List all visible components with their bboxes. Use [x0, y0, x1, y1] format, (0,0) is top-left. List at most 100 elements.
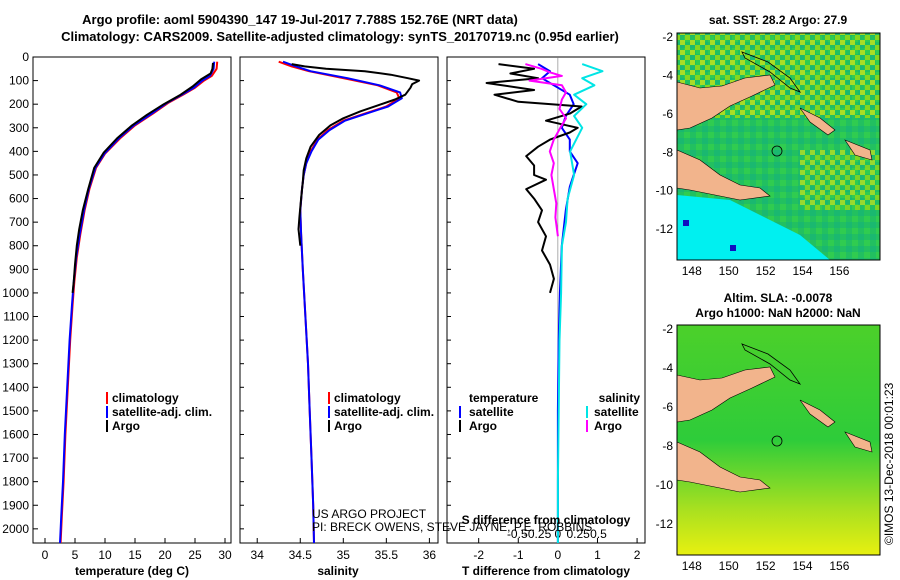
depth-tick-label: 2000 — [2, 522, 29, 536]
temperature-xlabel: temperature (deg C) — [75, 564, 189, 578]
map-y-tick-label: -8 — [662, 439, 673, 453]
legend-climatology-label: climatology — [334, 391, 401, 405]
credit-pi: PI: BRECK OWENS, STEVE JAYNE, P.E. ROBBI… — [312, 520, 592, 534]
x-tick-label: 5 — [72, 548, 79, 562]
map-y-tick-label: -12 — [656, 222, 674, 236]
x-tick-label: 25 — [188, 548, 202, 562]
map-y-tick-label: -6 — [662, 400, 673, 414]
series-satellite-adj-clim- — [59, 61, 216, 543]
map-x-tick-label: 152 — [756, 264, 776, 278]
x-tick-label: 35 — [337, 548, 351, 562]
s-diff-tick-label: 0.5 — [590, 527, 607, 541]
map-y-tick-label: -10 — [656, 184, 674, 198]
title-line-2: Climatology: CARS2009. Satellite-adjuste… — [61, 29, 619, 44]
sla-map — [676, 324, 881, 556]
x-tick-label: 36 — [423, 548, 437, 562]
sst-map-title: sat. SST: 28.2 Argo: 27.9 — [709, 13, 848, 27]
legend-temp-satellite-label: satellite — [469, 405, 514, 419]
depth-tick-label: 1900 — [2, 498, 29, 512]
depth-tick-label: 300 — [9, 121, 29, 135]
s-diff-tick-label: -0.25 — [524, 527, 552, 541]
series-salinity-satellite — [556, 63, 604, 543]
new-britain-land — [676, 366, 776, 423]
x-tick-label: -2 — [473, 548, 484, 562]
sla-field — [677, 325, 880, 555]
x-tick-label: -1 — [513, 548, 524, 562]
credit-project: US ARGO PROJECT — [312, 507, 427, 521]
depth-tick-label: 1300 — [2, 357, 29, 371]
map-y-tick-label: -4 — [662, 68, 673, 82]
x-tick-label: 20 — [158, 548, 172, 562]
axes-layer: 0100200300400500600700800900100011001200… — [2, 30, 849, 573]
legend-temperature-title: temperature — [469, 391, 539, 405]
legend-sal-argo-label: Argo — [594, 419, 622, 433]
map-x-tick-label: 152 — [756, 559, 776, 573]
temperature-plot-area — [32, 56, 232, 544]
depth-tick-label: 1800 — [2, 475, 29, 489]
map-y-tick-label: -12 — [656, 517, 674, 531]
sst-cool-area — [677, 195, 830, 260]
sst-map — [676, 32, 881, 261]
x-tick-label: 34.5 — [289, 548, 313, 562]
series-argo — [291, 63, 421, 246]
depth-tick-label: 1500 — [2, 404, 29, 418]
map-y-tick-label: -2 — [662, 322, 673, 336]
sst-map-frame — [676, 32, 881, 261]
series-satellite-adj-clim- — [282, 60, 403, 543]
map-x-tick-label: 148 — [682, 264, 702, 278]
depth-tick-label: 1000 — [2, 286, 29, 300]
x-tick-label: 2 — [634, 548, 641, 562]
map-x-tick-label: 150 — [719, 264, 739, 278]
new-britain-land — [676, 74, 776, 131]
legend-salinity-title: salinity — [599, 391, 641, 405]
legend-satellite-label: satellite-adj. clim. — [112, 405, 212, 419]
new-ireland-outline — [741, 51, 802, 93]
series-layer — [59, 60, 604, 543]
papua-peninsula-land — [676, 149, 771, 201]
difference-legend: temperature satellite Argo salinity sate… — [459, 391, 641, 433]
x-tick-label: 35.5 — [375, 548, 399, 562]
legend-temp-argo-label: Argo — [469, 419, 497, 433]
title-line-1: Argo profile: aoml 5904390_147 19-Jul-20… — [82, 12, 518, 27]
series-climatology — [59, 61, 219, 543]
legend-sal-satellite-label: satellite — [594, 405, 639, 419]
sla-map-subtitle: Argo h1000: NaN h2000: NaN — [695, 306, 860, 320]
map-x-tick-label: 148 — [682, 559, 702, 573]
legend-argo-label: Argo — [112, 419, 140, 433]
x-tick-label: 34 — [251, 548, 265, 562]
map-y-tick-label: -6 — [662, 107, 673, 121]
sst-warm-area-east — [800, 150, 880, 210]
map-x-tick-label: 156 — [829, 264, 849, 278]
series-climatology — [278, 60, 401, 543]
map-x-tick-label: 154 — [792, 264, 812, 278]
temperature-series-group — [59, 61, 219, 543]
s-diff-tick-label: 0.25 — [566, 527, 590, 541]
sst-cold-pixel — [730, 245, 736, 251]
imos-stamp: ©IMOS 13-Dec-2018 00:01:23 — [882, 382, 896, 545]
map-y-tick-label: -2 — [662, 30, 673, 44]
series-temperature-argo — [485, 63, 583, 294]
depth-tick-label: 1100 — [3, 310, 29, 324]
s-diff-tick-label: -0.5 — [507, 527, 528, 541]
new-ireland-outline — [741, 343, 802, 385]
difference-plot-area — [446, 56, 646, 544]
x-tick-label: 1 — [594, 548, 601, 562]
depth-tick-label: 1700 — [2, 451, 29, 465]
depth-tick-label: 800 — [9, 239, 29, 253]
diff-top-xlabel: S difference from climatology — [462, 513, 631, 527]
depth-tick-label: 900 — [9, 262, 29, 276]
depth-tick-label: 200 — [9, 97, 29, 111]
differences-series-group — [485, 63, 604, 543]
map-x-tick-label: 156 — [829, 559, 849, 573]
sla-map-title: Altim. SLA: -0.0078 — [724, 291, 833, 305]
argo-location-marker — [771, 145, 783, 157]
sla-map-frame — [676, 324, 881, 556]
salinity-legend: climatology satellite-adj. clim. Argo — [328, 391, 434, 433]
solomon-land — [844, 139, 873, 161]
series-salinity-argo — [525, 63, 567, 237]
depth-tick-label: 1600 — [2, 427, 29, 441]
legend-climatology-label: climatology — [112, 391, 179, 405]
sst-cold-pixel — [683, 220, 689, 226]
solomon-land — [844, 431, 873, 453]
bougainville-land — [799, 399, 836, 428]
